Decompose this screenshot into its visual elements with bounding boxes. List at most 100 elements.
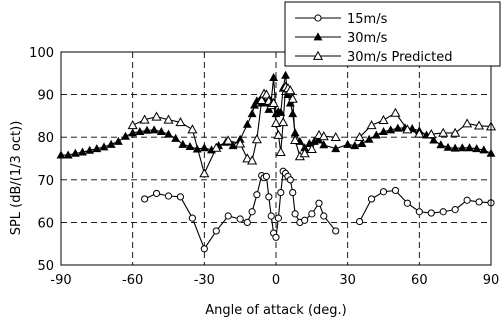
data-point bbox=[106, 139, 116, 148]
data-point bbox=[247, 109, 257, 118]
data-point bbox=[276, 107, 286, 116]
data-point bbox=[171, 133, 181, 142]
x-tick-labels: -90 -60 -30 0 30 60 90 bbox=[50, 273, 499, 288]
data-point bbox=[285, 98, 295, 107]
y-tick-label: 60 bbox=[37, 216, 54, 231]
legend-marker bbox=[314, 14, 322, 22]
data-point bbox=[269, 72, 279, 81]
data-point bbox=[127, 120, 138, 130]
data-point bbox=[306, 143, 317, 153]
data-point bbox=[366, 120, 377, 130]
data-point bbox=[248, 208, 256, 216]
x-tick-label: 30 bbox=[339, 273, 356, 288]
data-point bbox=[320, 212, 328, 220]
legend: 15m/s 30m/s 30m/s Predicted bbox=[284, 1, 501, 67]
data-point bbox=[331, 144, 341, 153]
data-point bbox=[457, 143, 467, 152]
y-tick-label: 70 bbox=[37, 174, 54, 189]
data-point bbox=[287, 93, 298, 103]
data-point bbox=[402, 124, 413, 134]
data-point bbox=[99, 142, 109, 151]
data-point bbox=[330, 131, 341, 142]
data-point bbox=[275, 146, 286, 156]
data-point bbox=[156, 127, 166, 136]
data-point bbox=[175, 117, 186, 127]
data-point bbox=[393, 123, 403, 132]
data-point bbox=[299, 148, 310, 158]
data-point bbox=[472, 144, 482, 153]
data-point bbox=[176, 193, 185, 201]
data-point bbox=[92, 144, 102, 153]
data-point bbox=[286, 176, 294, 184]
data-point bbox=[273, 129, 284, 139]
data-point bbox=[253, 191, 261, 199]
y-tick-label: 100 bbox=[29, 46, 54, 61]
data-point bbox=[264, 104, 274, 113]
data-point bbox=[185, 141, 195, 150]
data-point bbox=[463, 196, 471, 204]
data-point bbox=[285, 85, 296, 95]
series-1 bbox=[141, 167, 495, 253]
data-point bbox=[443, 142, 453, 151]
svg-text:SPL (dB/(1/3 oct)): SPL (dB/(1/3 oct)) bbox=[9, 121, 24, 236]
data-point bbox=[121, 131, 130, 140]
data-point bbox=[267, 212, 275, 220]
data-point bbox=[403, 199, 411, 207]
data-point bbox=[164, 129, 173, 138]
x-tick-label: -60 bbox=[122, 273, 143, 288]
data-point bbox=[270, 117, 282, 128]
data-point bbox=[427, 209, 435, 217]
y-tick-label: 50 bbox=[37, 259, 54, 274]
data-point bbox=[164, 192, 173, 200]
data-point bbox=[371, 130, 381, 139]
data-point bbox=[390, 107, 401, 117]
data-point bbox=[178, 139, 188, 148]
data-point bbox=[85, 145, 95, 154]
data-point bbox=[268, 97, 279, 107]
data-point bbox=[247, 155, 258, 165]
data-point bbox=[272, 233, 280, 241]
data-point bbox=[242, 119, 252, 128]
data-point bbox=[332, 227, 340, 235]
data-point bbox=[415, 208, 423, 216]
data-point bbox=[142, 125, 152, 134]
data-point bbox=[250, 100, 259, 109]
data-point bbox=[212, 227, 220, 235]
data-point bbox=[462, 118, 473, 128]
data-point bbox=[465, 143, 474, 152]
data-point bbox=[379, 188, 388, 196]
data-point bbox=[474, 120, 485, 130]
legend-marker bbox=[313, 32, 323, 41]
legend-box bbox=[284, 1, 501, 67]
data-point bbox=[63, 150, 73, 159]
x-tick-label: -90 bbox=[50, 273, 71, 288]
data-point bbox=[128, 128, 138, 137]
data-point bbox=[149, 125, 159, 134]
data-point bbox=[199, 168, 210, 178]
data-point bbox=[451, 206, 459, 214]
data-point bbox=[357, 138, 367, 147]
data-point bbox=[354, 131, 365, 142]
data-point bbox=[367, 195, 376, 203]
data-point bbox=[281, 70, 291, 79]
data-point bbox=[426, 128, 437, 139]
data-point bbox=[356, 217, 364, 226]
x-tick-label: 90 bbox=[483, 273, 500, 288]
data-point bbox=[319, 140, 329, 149]
data-point bbox=[278, 117, 289, 127]
series-2 bbox=[56, 70, 496, 159]
data-point bbox=[277, 188, 285, 197]
data-point bbox=[318, 131, 329, 141]
y-tick-label: 80 bbox=[37, 131, 54, 146]
data-point bbox=[199, 143, 209, 152]
data-point bbox=[251, 134, 262, 144]
data-point bbox=[414, 128, 425, 138]
data-point bbox=[187, 124, 198, 134]
data-point bbox=[265, 193, 273, 201]
series-line bbox=[144, 170, 337, 250]
data-point bbox=[291, 210, 299, 218]
data-point bbox=[289, 188, 297, 197]
legend-label: 15m/s bbox=[347, 12, 388, 27]
data-point bbox=[378, 114, 389, 125]
legend-label: 30m/s Predicted bbox=[347, 50, 453, 65]
